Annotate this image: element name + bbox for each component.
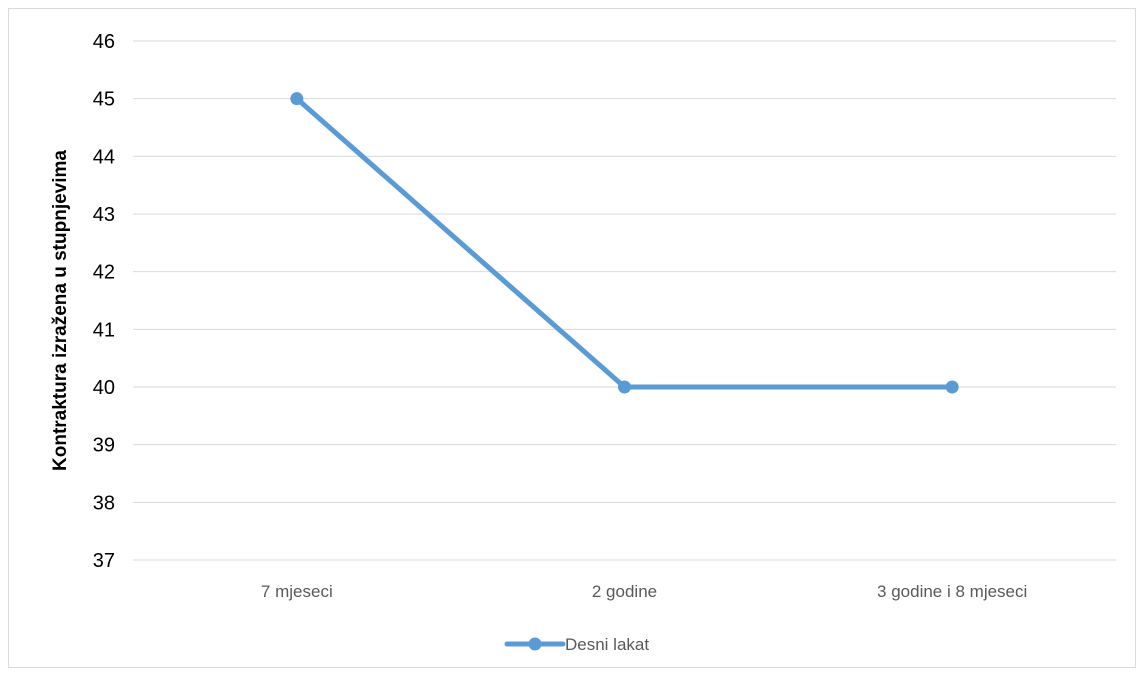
- series-line-0: [294, 96, 955, 390]
- x-category-label-1: 2 godine: [592, 582, 657, 601]
- legend-swatch-marker: [528, 637, 542, 651]
- y-tick-label-44: 44: [93, 146, 115, 168]
- y-axis-title: Kontraktura izražena u stupnjevima: [50, 150, 71, 471]
- data-point-0-0[interactable]: [290, 92, 304, 106]
- x-category-label-0: 7 mjeseci: [261, 582, 333, 601]
- y-tick-label-40: 40: [93, 377, 115, 399]
- gridlines: [133, 40, 1116, 503]
- x-axis-categories: 7 mjeseci 2 godine 3 godine i 8 mjeseci: [261, 582, 1027, 601]
- y-tick-label-38: 38: [93, 492, 115, 514]
- series-layer: [290, 92, 959, 394]
- y-tick-label-37: 37: [93, 550, 115, 572]
- y-axis-ticks: 37 38 39 40 41 42 43 44 45 46: [93, 31, 115, 572]
- y-tick-label-45: 45: [93, 89, 115, 111]
- y-tick-label-41: 41: [93, 319, 115, 341]
- y-tick-label-42: 42: [93, 262, 115, 284]
- y-tick-label-43: 43: [93, 204, 115, 226]
- data-point-0-2[interactable]: [945, 380, 959, 394]
- y-tick-label-39: 39: [93, 435, 115, 457]
- data-point-0-1[interactable]: [618, 380, 631, 394]
- legend[interactable]: Desni lakat: [504, 635, 649, 654]
- legend-label: Desni lakat: [565, 635, 649, 654]
- y-tick-label-46: 46: [93, 31, 115, 53]
- x-category-label-2: 3 godine i 8 mjeseci: [877, 582, 1027, 601]
